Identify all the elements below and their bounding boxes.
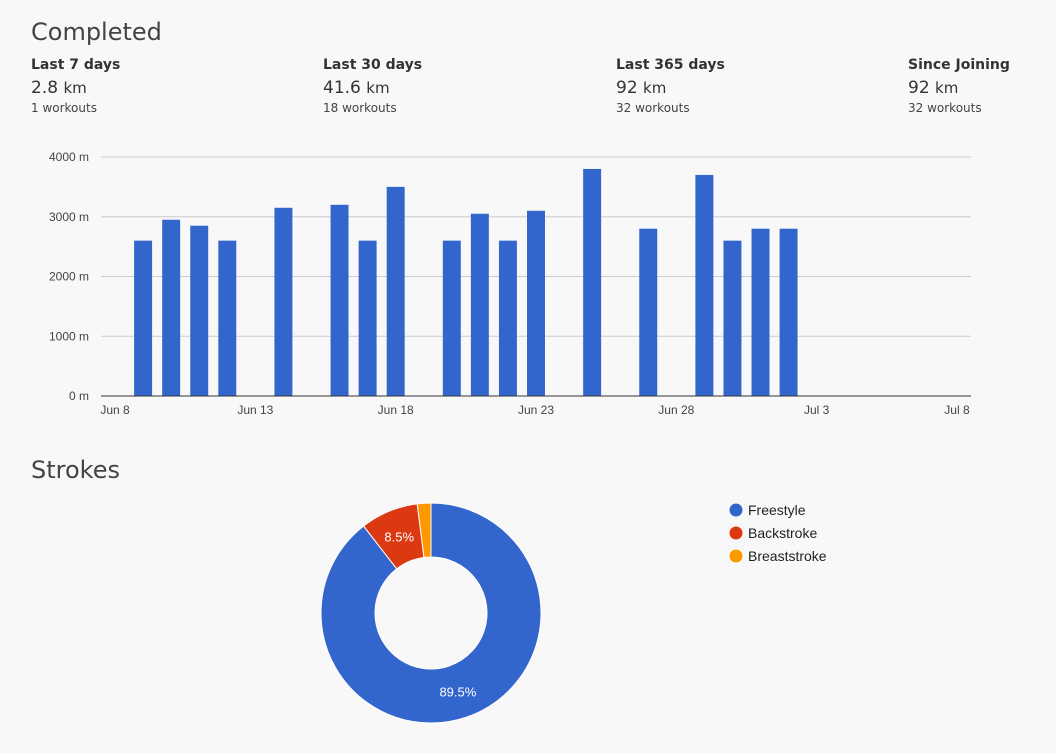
legend-label: Breaststroke	[748, 548, 827, 564]
legend-label: Freestyle	[748, 502, 806, 518]
bar[interactable]	[442, 240, 461, 396]
bar[interactable]	[779, 228, 798, 396]
legend-marker	[729, 549, 743, 563]
stat-since-joining: Since Joining 92 km 32 workouts	[908, 57, 1048, 115]
bar[interactable]	[498, 240, 517, 396]
distance-bar-chart: 0 m 1000 m 2000 m 3000 m 4000 m Jun 8 Jun 13 Ju…	[49, 150, 971, 417]
stat-last-365-days: Last 365 days 92 km 32 workouts	[616, 57, 836, 115]
bar[interactable]	[583, 168, 602, 396]
completed-title: Completed	[31, 18, 162, 46]
stat-distance-value: 41.6	[323, 78, 361, 98]
bar[interactable]	[358, 240, 377, 396]
stat-period: Since Joining	[908, 57, 1010, 73]
bar[interactable]	[639, 228, 658, 396]
bar[interactable]	[723, 240, 742, 396]
stat-distance-unit: km	[643, 79, 667, 97]
legend-marker	[729, 503, 743, 517]
stat-workouts: 18 workouts	[323, 101, 397, 115]
stat-distance-unit: km	[63, 79, 87, 97]
y-tick-label: 3000 m	[49, 210, 89, 224]
slice-label: 89.5%	[439, 685, 476, 700]
bar[interactable]	[527, 210, 545, 396]
x-tick-label: Jun 28	[658, 403, 694, 417]
bar[interactable]	[134, 240, 153, 396]
y-tick-label: 1000 m	[49, 329, 89, 343]
stat-period: Last 30 days	[323, 57, 423, 73]
bar[interactable]	[386, 186, 405, 396]
stat-distance: 41.6 km	[323, 79, 543, 97]
x-tick-label: Jun 13	[237, 403, 273, 417]
x-tick-label: Jul 8	[944, 403, 970, 417]
stat-workouts: 32 workouts	[616, 101, 690, 115]
y-tick-label: 4000 m	[49, 150, 89, 164]
bar[interactable]	[162, 219, 181, 396]
legend-marker	[729, 526, 743, 540]
stat-distance-unit: km	[935, 79, 959, 97]
x-tick-label: Jun 8	[100, 403, 130, 417]
bar[interactable]	[695, 174, 714, 396]
bar[interactable]	[330, 204, 349, 396]
legend-label: Backstroke	[748, 525, 817, 541]
stat-distance: 92 km	[616, 79, 836, 97]
stat-distance-value: 2.8	[31, 78, 59, 98]
stat-distance-value: 92	[908, 78, 930, 98]
bar[interactable]	[274, 207, 293, 396]
y-tick-label: 0 m	[69, 389, 89, 403]
stat-period: Last 7 days	[31, 57, 121, 73]
x-tick-label: Jul 3	[804, 403, 830, 417]
stat-period: Last 365 days	[616, 57, 725, 73]
stat-distance-unit: km	[366, 79, 390, 97]
bar[interactable]	[190, 225, 209, 396]
donut-slice-breaststroke[interactable]	[416, 502, 432, 559]
stat-last-30-days: Last 30 days 41.6 km 18 workouts	[323, 57, 543, 115]
stat-distance: 2.8 km	[31, 79, 251, 97]
slice-label: 8.5%	[384, 529, 414, 544]
x-tick-label: Jun 23	[518, 403, 554, 417]
x-tick-label: Jun 18	[378, 403, 414, 417]
bar[interactable]	[218, 240, 237, 396]
stat-last-7-days: Last 7 days 2.8 km 1 workouts	[31, 57, 251, 115]
bar[interactable]	[751, 228, 770, 396]
stat-distance-value: 92	[616, 78, 638, 98]
stat-distance: 92 km	[908, 79, 1048, 97]
stat-workouts: 1 workouts	[31, 101, 97, 115]
donut-slice-freestyle[interactable]	[320, 502, 542, 724]
strokes-donut-chart: 89.5% 8.5% Freestyle Backstroke Breaststroke	[320, 502, 827, 724]
y-tick-label: 2000 m	[49, 270, 89, 284]
strokes-title: Strokes	[31, 456, 120, 484]
stat-workouts: 32 workouts	[908, 101, 982, 115]
bar[interactable]	[470, 213, 489, 396]
